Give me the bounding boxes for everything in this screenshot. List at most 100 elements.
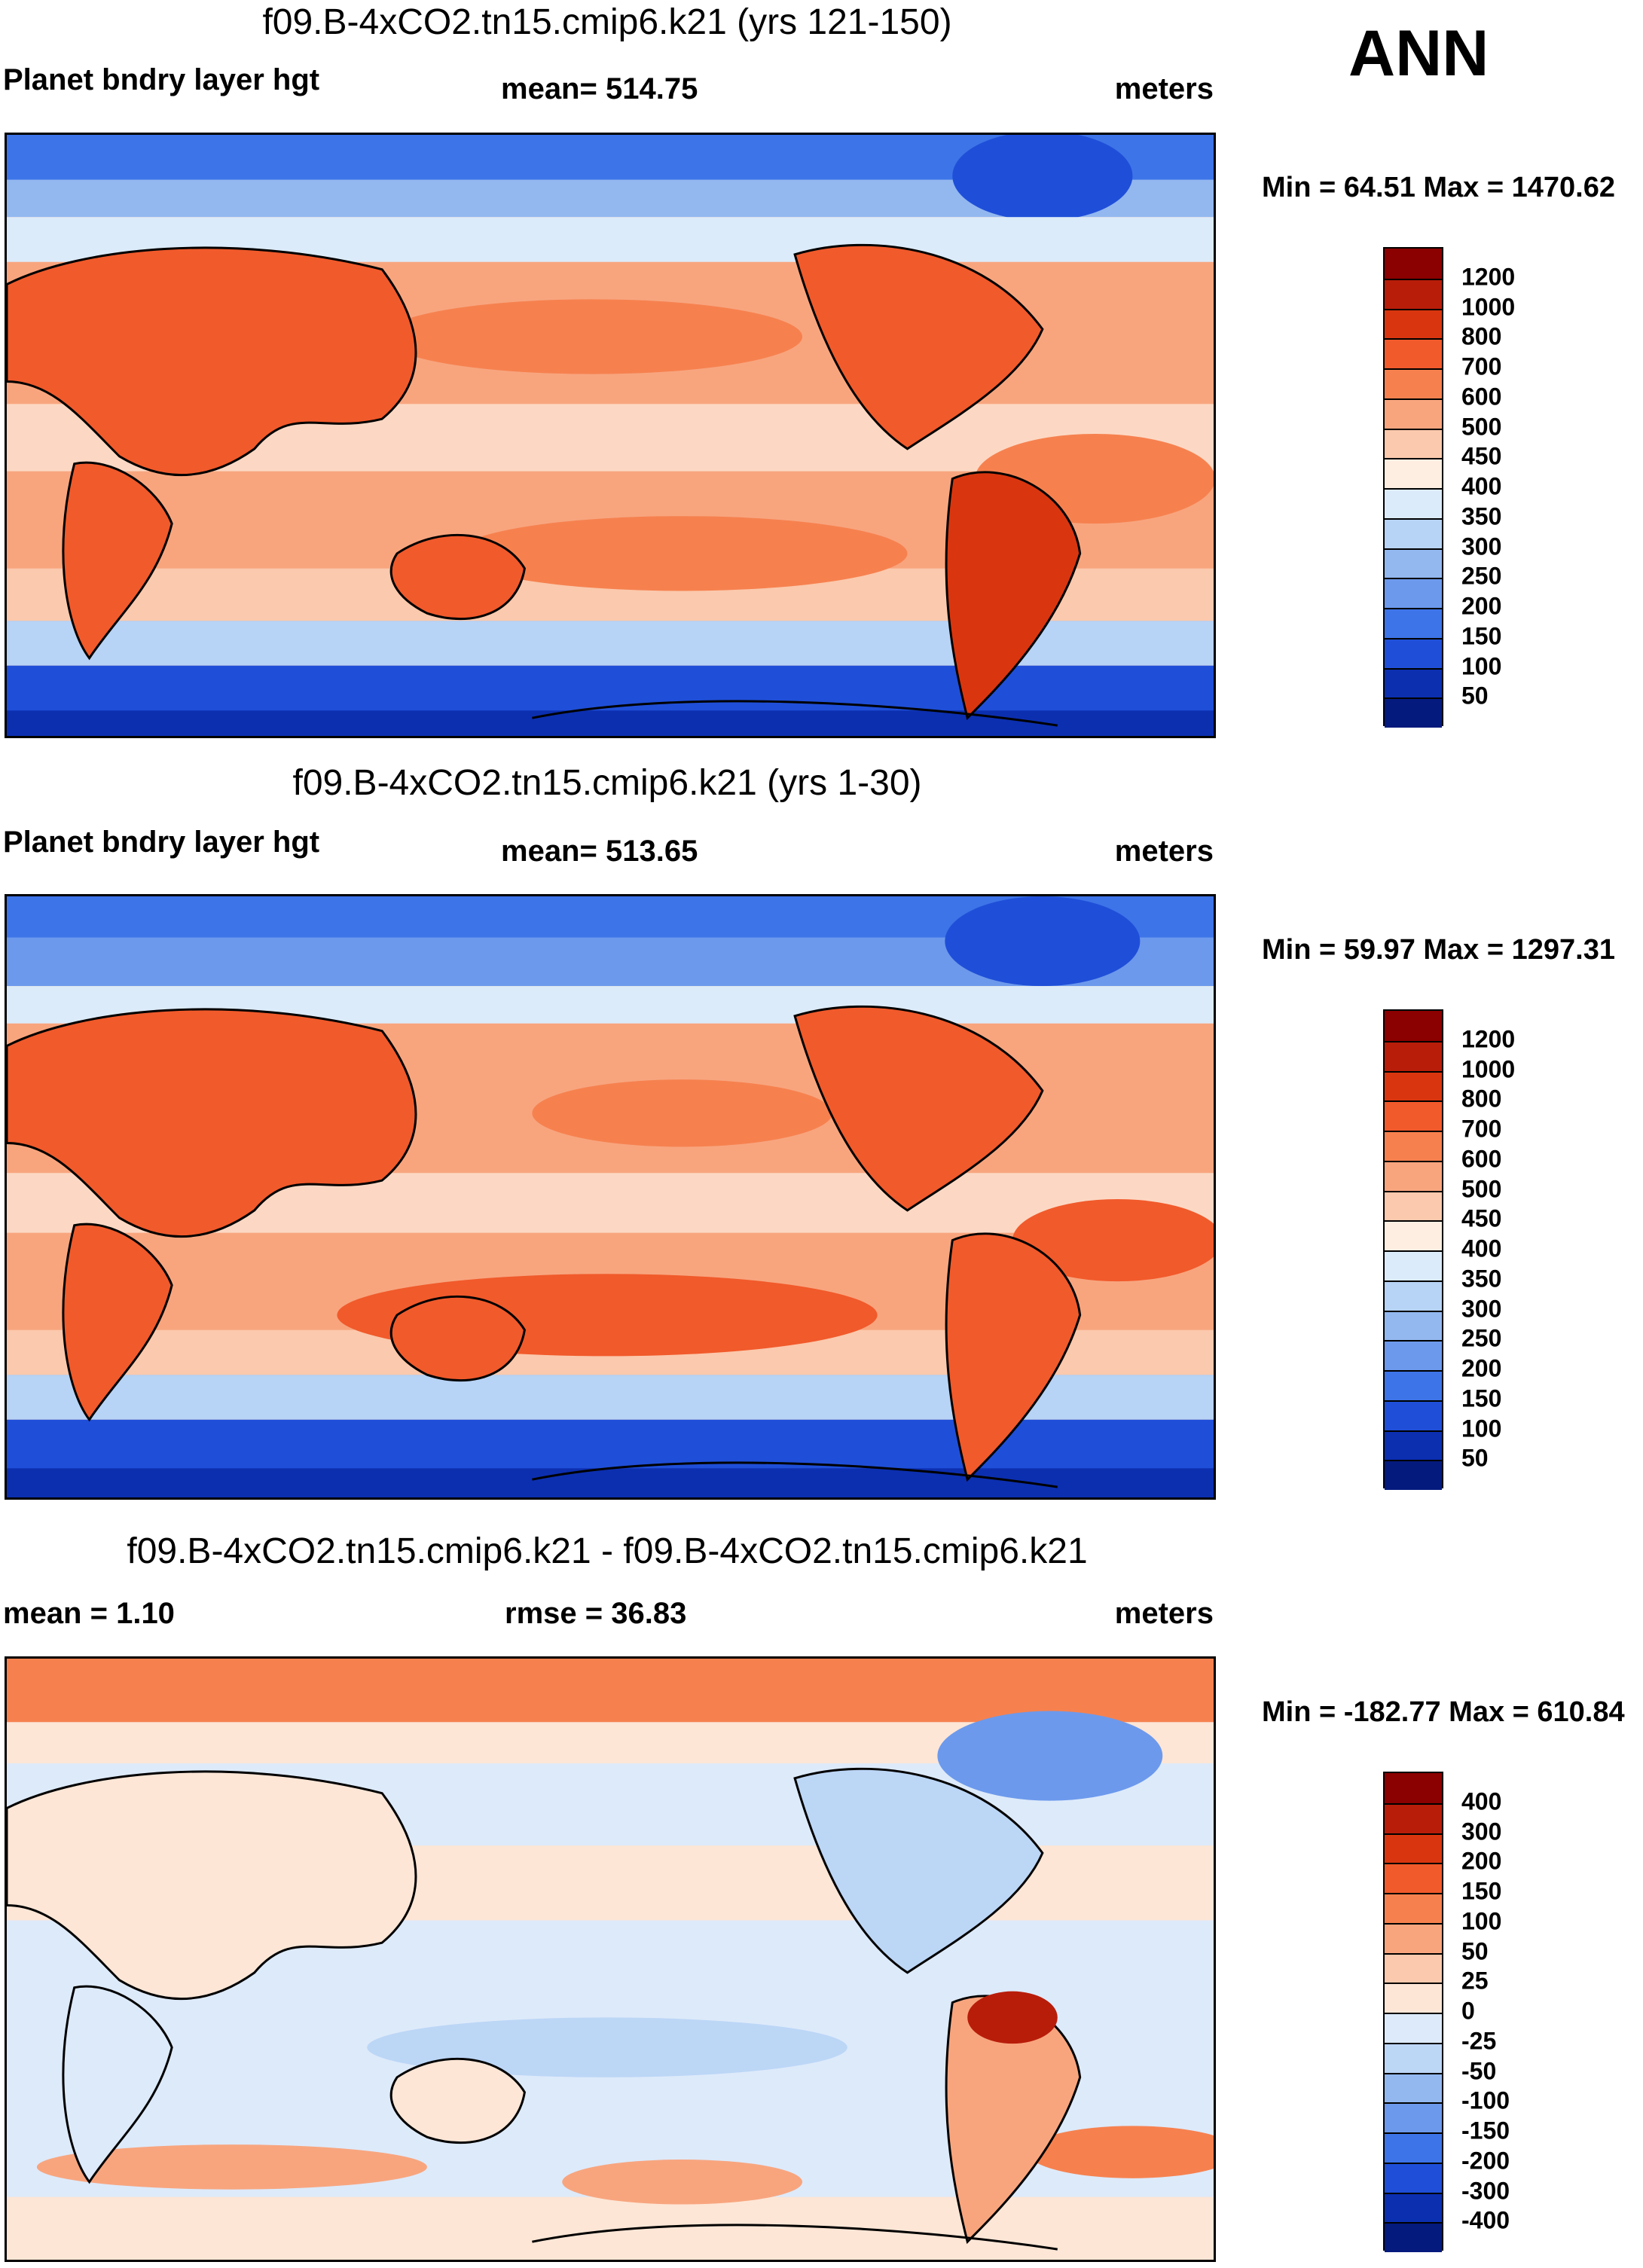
panel1-cb-tick-12: 150 — [1461, 622, 1502, 650]
panel3-cb-tick-13: -300 — [1461, 2177, 1510, 2204]
panel2-minmax: Min = 59.97 Max = 1297.31 — [1262, 934, 1615, 966]
panel2-cb-seg-4 — [1385, 1131, 1442, 1161]
panel1-greenland-low — [952, 135, 1133, 221]
panel2-cb-seg-3 — [1385, 1100, 1442, 1131]
panel1-australia — [389, 533, 526, 621]
panel1-cb-seg-5 — [1385, 398, 1442, 429]
panel3-antarctic-band — [7, 2196, 1214, 2260]
panel3-cb-tick-1: 300 — [1461, 1818, 1502, 1845]
panel3-antarctica-coast — [532, 2224, 1058, 2251]
panel2-cb-tick-12: 150 — [1461, 1384, 1502, 1412]
panel2-cb-seg-15 — [1385, 1460, 1442, 1490]
panel3-rmse-label: rmse = 36.83 — [505, 1597, 687, 1630]
panel3-cb-seg-3 — [1385, 1863, 1442, 1893]
panel3-north-america — [793, 1767, 1044, 1974]
panel2-cb-seg-8 — [1385, 1250, 1442, 1281]
panel1-south-america — [945, 471, 1082, 721]
panel2-cb-tick-11: 200 — [1461, 1354, 1502, 1382]
panel3-arctic-band — [7, 1659, 1214, 1723]
panel3-cb-seg-8 — [1385, 2013, 1442, 2043]
panel3-southern-pos-1 — [36, 2144, 427, 2190]
panel3-cb-tick-12: -200 — [1461, 2147, 1510, 2175]
panel2-cb-tick-0: 1200 — [1461, 1025, 1516, 1053]
panel3-cb-seg-1 — [1385, 1802, 1442, 1833]
panel3-cb-seg-12 — [1385, 2132, 1442, 2163]
panel3-cb-seg-9 — [1385, 2042, 1442, 2073]
panel2-cb-seg-7 — [1385, 1220, 1442, 1250]
panel1-cb-tick-10: 250 — [1461, 562, 1502, 590]
panel3-units-label: meters — [1114, 1597, 1214, 1630]
panel1-cb-seg-13 — [1385, 637, 1442, 668]
panel1-cb-seg-14 — [1385, 667, 1442, 698]
panel3-natlantic-neg — [937, 1711, 1163, 1801]
panel2-cb-seg-12 — [1385, 1370, 1442, 1400]
panel3-map-svg — [7, 1659, 1214, 2260]
panel2-cb-tick-10: 250 — [1461, 1324, 1502, 1352]
panel2-cb-tick-13: 100 — [1461, 1415, 1502, 1442]
panel2-cb-seg-10 — [1385, 1310, 1442, 1341]
panel2-cb-tick-2: 800 — [1461, 1085, 1502, 1113]
panel2-mean-label: mean= 513.65 — [501, 835, 698, 868]
panel3-cb-tick-2: 200 — [1461, 1847, 1502, 1875]
panel1-cb-seg-10 — [1385, 548, 1442, 578]
panel1-variable-label: Planet bndry layer hgt — [3, 63, 320, 96]
panel1-cb-tick-2: 800 — [1461, 322, 1502, 350]
panel1-southern-africa — [62, 461, 173, 661]
panel1-cb-tick-14: 50 — [1461, 682, 1489, 710]
panel2-cb-seg-0 — [1385, 1011, 1442, 1041]
panel2-greenland-low — [945, 896, 1141, 987]
panel1-cb-tick-13: 100 — [1461, 652, 1502, 679]
panel1-cb-seg-11 — [1385, 578, 1442, 608]
panel3-cb-tick-3: 150 — [1461, 1877, 1502, 1905]
panel1-cb-tick-1: 1000 — [1461, 293, 1516, 320]
panel1-eurasia-africa — [7, 246, 417, 476]
panel2-cb-tick-14: 50 — [1461, 1444, 1489, 1472]
panel2-cb-tick-7: 400 — [1461, 1235, 1502, 1262]
panel1-title: f09.B-4xCO2.tn15.cmip6.k21 (yrs 121-150) — [262, 2, 952, 42]
panel3-eurasia-africa — [7, 1770, 417, 2000]
panel2-cb-seg-5 — [1385, 1160, 1442, 1191]
panel3-cb-tick-0: 400 — [1461, 1787, 1502, 1815]
panel1-npacific-high — [382, 299, 803, 374]
panel2-cb-seg-6 — [1385, 1190, 1442, 1221]
panel3-cb-tick-10: -100 — [1461, 2086, 1510, 2114]
panel3-cb-tick-9: -50 — [1461, 2057, 1497, 2084]
panel1-cb-seg-4 — [1385, 368, 1442, 398]
panel3-cb-tick-4: 100 — [1461, 1907, 1502, 1935]
panel1-cb-tick-6: 450 — [1461, 442, 1502, 470]
panel1-cb-seg-2 — [1385, 308, 1442, 339]
panel3-australia — [389, 2057, 526, 2144]
panel2-cb-seg-11 — [1385, 1340, 1442, 1370]
panel1-cb-tick-8: 350 — [1461, 502, 1502, 530]
panel3-cb-seg-2 — [1385, 1833, 1442, 1864]
panel2-units-label: meters — [1114, 835, 1214, 868]
panel3-cb-tick-8: -25 — [1461, 2027, 1497, 2055]
panel2-cb-seg-9 — [1385, 1280, 1442, 1311]
panel2-cb-tick-8: 350 — [1461, 1265, 1502, 1293]
panel2-cb-seg-2 — [1385, 1070, 1442, 1101]
panel1-cb-seg-7 — [1385, 458, 1442, 488]
season-label: ANN — [1348, 17, 1489, 90]
panel1-cb-tick-7: 400 — [1461, 472, 1502, 500]
panel3-mean-label: mean = 1.10 — [3, 1597, 175, 1630]
panel1-north-america — [793, 243, 1044, 450]
panel2-cb-tick-9: 300 — [1461, 1295, 1502, 1322]
panel1-map-svg — [7, 135, 1214, 736]
panel2-cb-seg-1 — [1385, 1040, 1442, 1071]
panel3-cb-tick-14: -400 — [1461, 2206, 1510, 2234]
panel1-cb-tick-4: 600 — [1461, 383, 1502, 411]
panel2-cb-seg-14 — [1385, 1430, 1442, 1461]
panel1-cb-tick-11: 200 — [1461, 592, 1502, 620]
panel2-cb-tick-6: 450 — [1461, 1204, 1502, 1232]
panel3-cb-seg-11 — [1385, 2102, 1442, 2132]
panel2-variable-label: Planet bndry layer hgt — [3, 826, 320, 859]
panel2-cb-tick-5: 500 — [1461, 1175, 1502, 1202]
panel3-southern-pos-2 — [562, 2160, 803, 2205]
panel3-colorbar — [1383, 1772, 1443, 2252]
panel1-cb-tick-5: 500 — [1461, 413, 1502, 440]
panel1-cb-tick-3: 700 — [1461, 353, 1502, 380]
panel3-southern-pos-3 — [1027, 2126, 1214, 2178]
panel2-southern-africa — [62, 1223, 173, 1422]
panel3-cb-tick-11: -150 — [1461, 2117, 1510, 2144]
panel1-minmax: Min = 64.51 Max = 1470.62 — [1262, 172, 1615, 203]
